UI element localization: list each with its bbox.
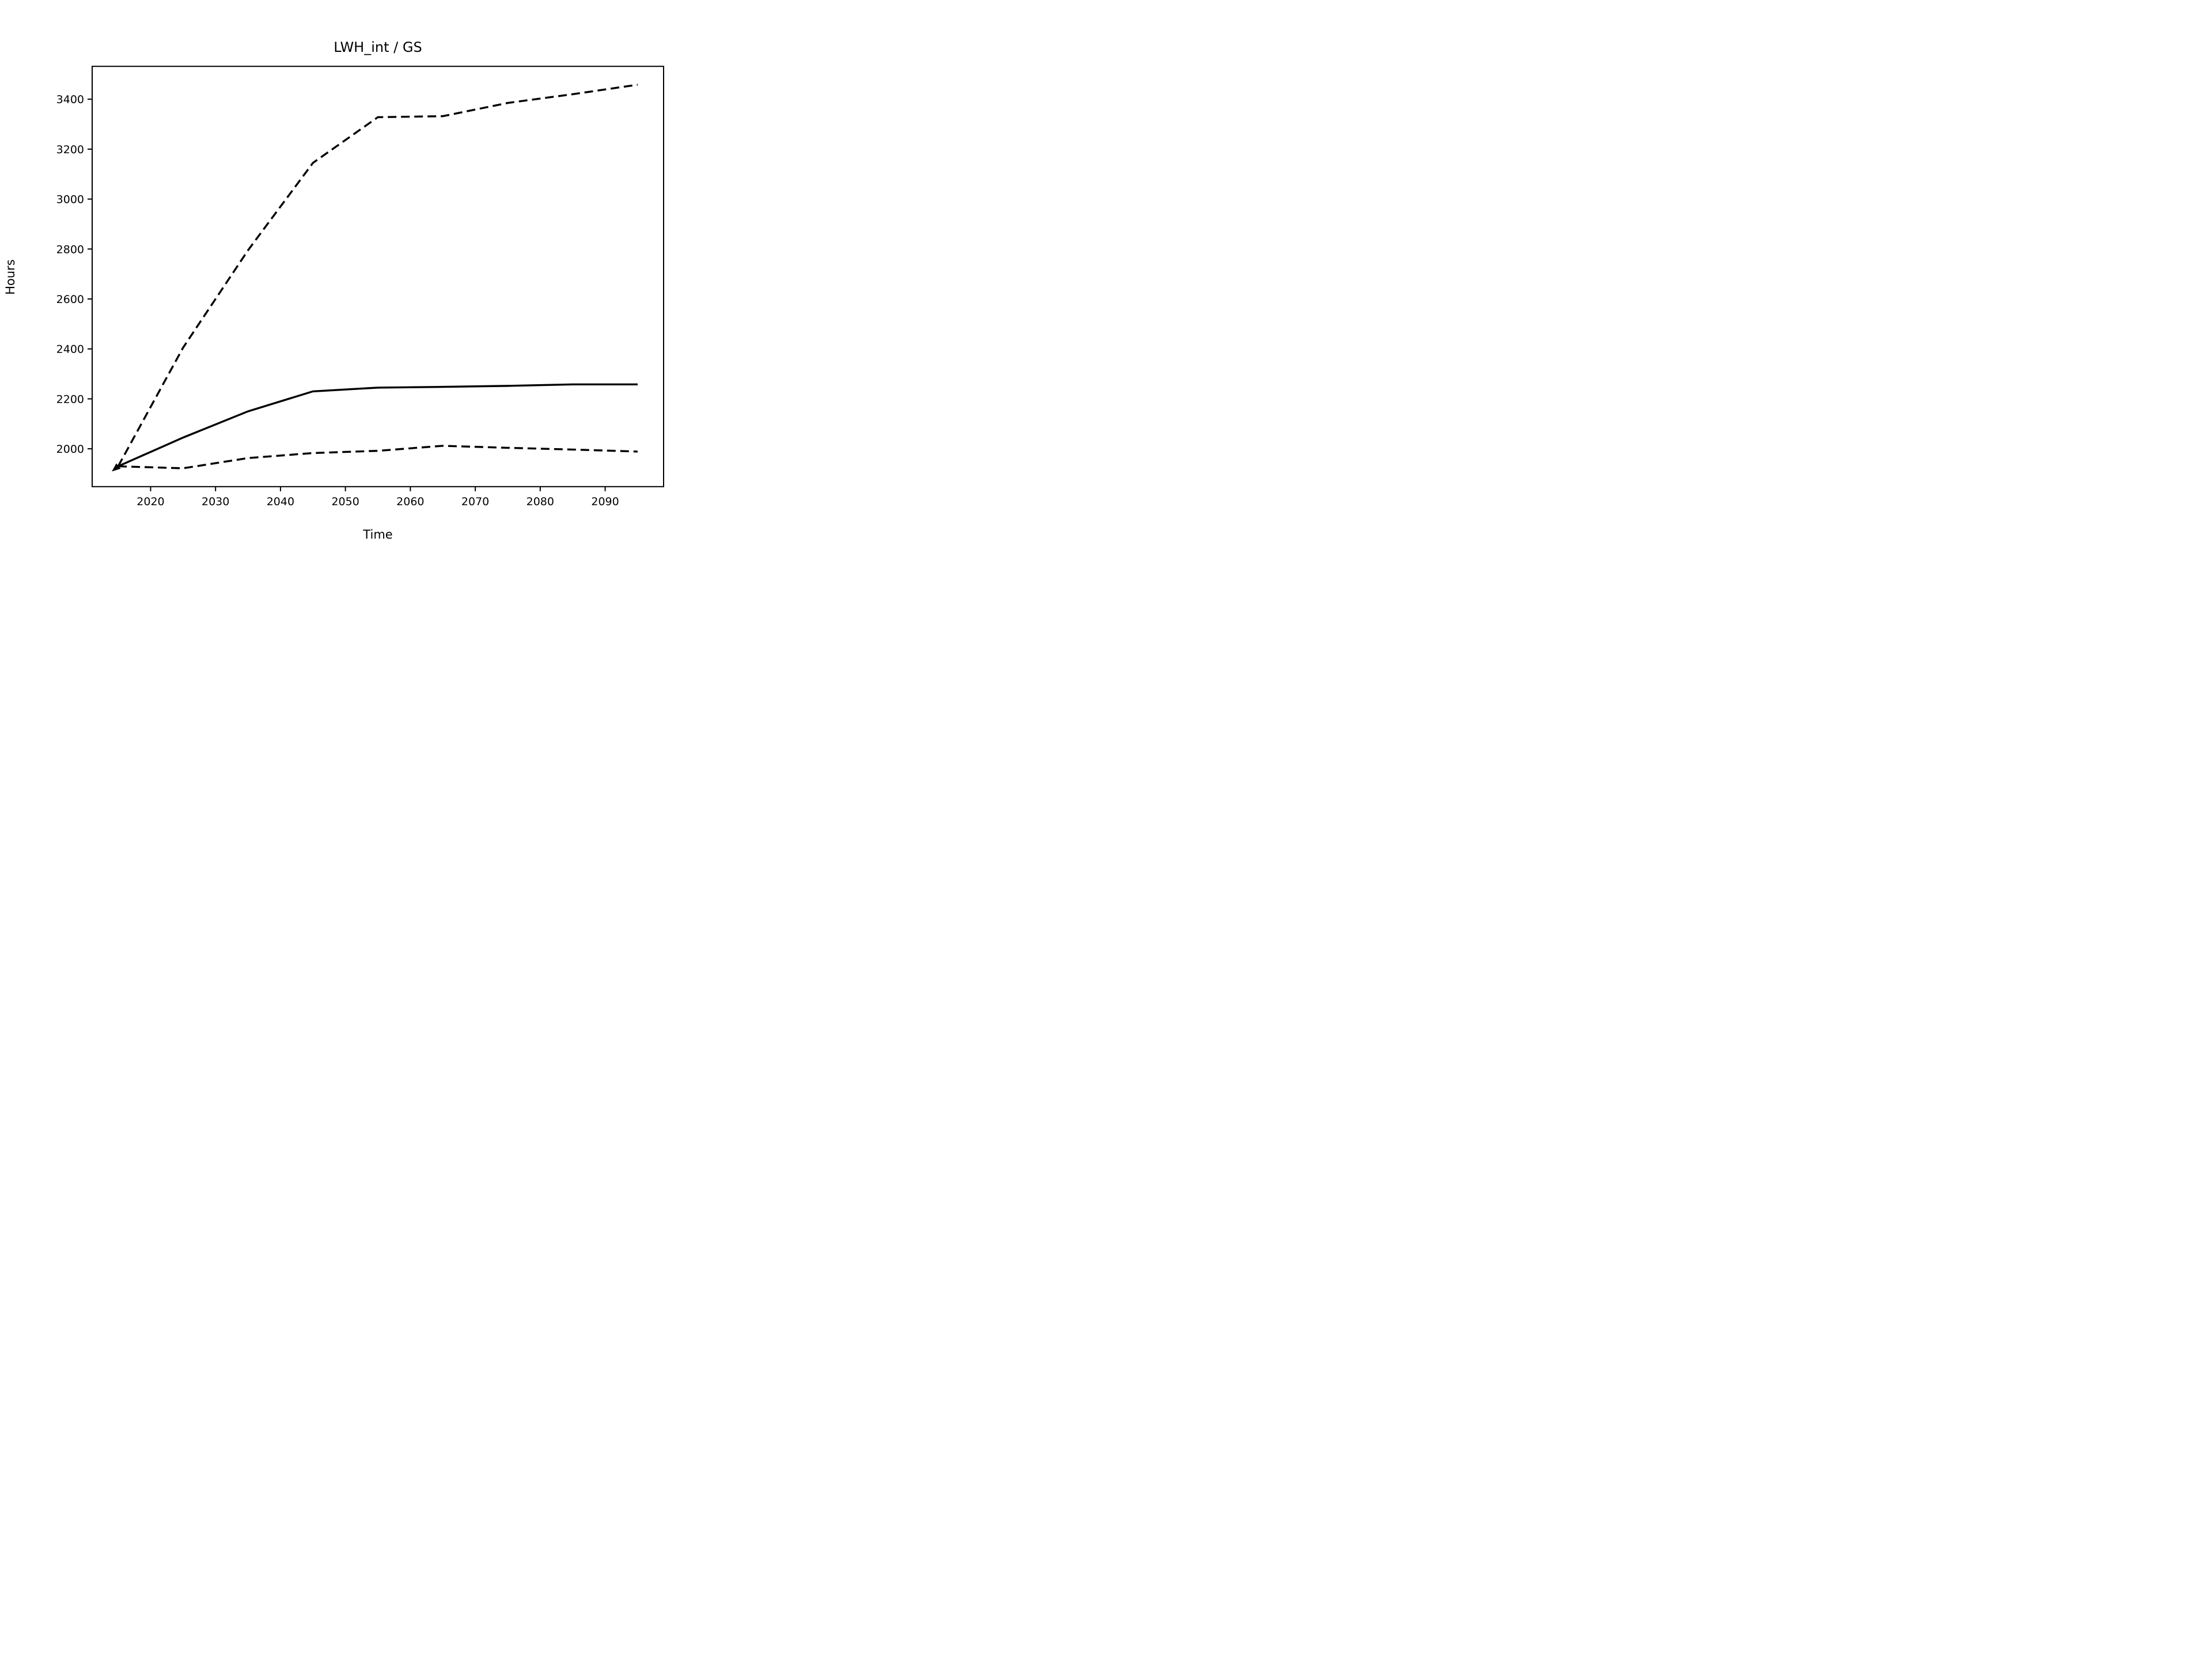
x-tick-label: 2030 <box>202 495 229 508</box>
x-tick-label: 2050 <box>331 495 359 508</box>
y-tick-label: 2600 <box>56 293 84 306</box>
series-upper-bound-dashed <box>117 84 638 467</box>
x-tick-label: 2080 <box>527 495 554 508</box>
y-tick-label: 2800 <box>56 243 84 256</box>
y-tick-label: 2400 <box>56 343 84 356</box>
x-tick-label: 2040 <box>267 495 294 508</box>
x-tick-label: 2090 <box>591 495 619 508</box>
y-tick-label: 2000 <box>56 443 84 456</box>
x-tick-label: 2070 <box>461 495 489 508</box>
figure: LWH_int / GS Hours Time 2020 2030 2040 2050… <box>0 0 737 553</box>
axes-spines <box>92 66 664 487</box>
y-tick-label: 3400 <box>56 93 84 106</box>
x-axis-label: Time <box>363 528 393 541</box>
x-tick-label: 2060 <box>396 495 424 508</box>
y-tick-label: 3200 <box>56 143 84 156</box>
series-lower-bound-dashed <box>118 445 638 469</box>
start-point-arrowhead-icon <box>112 463 121 472</box>
y-tick-label: 2200 <box>56 393 84 406</box>
chart-title: LWH_int / GS <box>334 39 422 55</box>
y-tick-label: 3000 <box>56 194 84 206</box>
plot-area: 2020 2030 2040 2050 2060 2070 2080 2090 2000 2200… <box>56 66 664 508</box>
series-central-solid <box>118 383 638 468</box>
x-tick-label: 2020 <box>137 495 164 508</box>
